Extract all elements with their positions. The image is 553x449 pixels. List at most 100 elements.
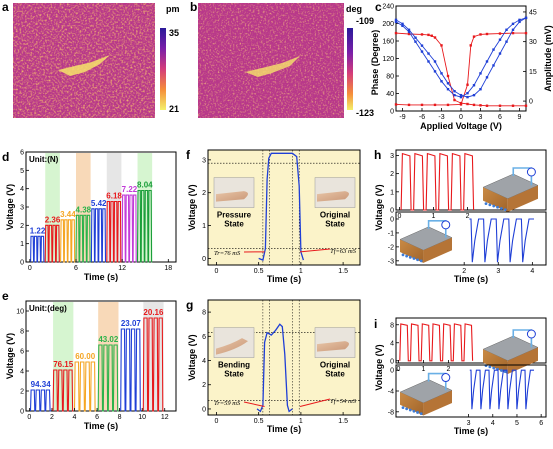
panel-b-letter: b	[190, 0, 197, 14]
c-point	[466, 103, 468, 105]
c-xlabel: Applied Voltage (V)	[420, 121, 502, 131]
g-x-tick-label: 0	[214, 418, 218, 425]
c-point	[486, 76, 488, 78]
h-bottom-y-tick-label: -1	[388, 230, 394, 237]
h-bottom-y-tick-label: -3	[388, 258, 394, 265]
d-unit-label: Unit:(N)	[29, 155, 59, 164]
c-point	[470, 44, 472, 46]
f-x-tick-label: 0	[214, 268, 218, 275]
h-device-top-dipole	[496, 206, 499, 209]
c-point	[499, 38, 501, 40]
c-point	[431, 35, 433, 37]
i-device-bottom-dipole	[413, 410, 416, 413]
i-device-top-meter	[527, 330, 535, 338]
e-x-tick-label: 6	[95, 414, 99, 421]
e-y-tick-label: 6	[20, 349, 24, 356]
d-y-tick-label: 4	[20, 186, 24, 193]
e-ylabel: Voltage (V)	[5, 333, 15, 379]
c-point	[466, 92, 468, 94]
i-device-bottom-dipole	[402, 406, 405, 409]
panel-a-letter: a	[2, 0, 9, 14]
e-pulse-group-4	[121, 329, 141, 411]
c-point	[414, 40, 416, 42]
e-y-tick-label: 2	[20, 389, 24, 396]
g-y-tick-label: 0	[202, 406, 206, 413]
c-point	[473, 104, 475, 106]
d-pulse-group-0	[31, 236, 45, 262]
e-group-label: 43.02	[98, 335, 119, 344]
i-bottom-trace	[470, 370, 534, 409]
panel-c-letter: c	[375, 0, 382, 14]
f-x-tick-label: 0.5	[254, 268, 264, 275]
c-point	[395, 103, 397, 105]
c-point	[505, 29, 507, 31]
c-point	[447, 75, 449, 77]
e-group-label: 23.07	[121, 319, 142, 328]
h-ylabel: Voltage (V)	[374, 184, 384, 230]
i-device-top-dipole	[492, 367, 495, 370]
e-group-label: 76.15	[53, 360, 74, 369]
g-xlabel: Time (s)	[267, 424, 301, 434]
e-pulse-group-0	[31, 390, 51, 411]
c-x-tick-label: -3	[438, 114, 444, 121]
c-point	[427, 52, 429, 54]
i-device-top-dipole	[488, 365, 491, 368]
h-bottom-y-tick-label: 0	[390, 216, 394, 223]
i-bottom-y-tick-label: -8	[388, 409, 394, 416]
h-bottom-x-tick-label: 3	[496, 268, 500, 275]
colorbar-a-max: 35	[169, 28, 179, 38]
c-point	[447, 88, 449, 90]
d-y-tick-label: 2	[20, 223, 24, 230]
c-point	[414, 36, 416, 38]
d-group-label: 5.42	[91, 199, 107, 208]
i-top-x-tick-label: 2	[447, 366, 451, 373]
h-device-top-dipole	[504, 208, 507, 211]
d-ylabel: Voltage (V)	[5, 184, 15, 230]
c-point	[512, 23, 514, 25]
c-point	[427, 60, 429, 62]
c-point	[427, 34, 429, 36]
d-y-tick-label: 1	[20, 241, 24, 248]
i-top-y-tick-label: 8	[390, 322, 394, 329]
colorbar-b-unit: deg	[346, 4, 362, 14]
colorbar-b-max: -109	[356, 16, 374, 26]
c-x-tick-label: 6	[498, 114, 502, 121]
topography-texture	[13, 3, 155, 118]
h-device-top-dipole	[500, 207, 503, 210]
i-bottom-x-tick-label: 5	[515, 420, 519, 427]
g-ylabel: Voltage (V)	[187, 334, 197, 380]
f-state-right-2: State	[325, 220, 345, 229]
c-point	[434, 36, 436, 38]
f-state-right: Original	[320, 211, 350, 220]
h-device-top-dipole	[488, 203, 491, 206]
d-y-tick-label: 0	[20, 260, 24, 267]
c-point	[447, 104, 449, 106]
c-point	[440, 72, 442, 74]
c-point	[421, 104, 423, 106]
c-point	[473, 94, 475, 96]
c-yl-tick-label: 160	[382, 39, 394, 46]
c-point	[408, 29, 410, 31]
c-point	[512, 32, 514, 34]
c-point	[473, 35, 475, 37]
c-point	[434, 70, 436, 72]
d-group-label: 7.22	[122, 185, 138, 194]
h-bottom-x-tick-label: 4	[530, 268, 534, 275]
d-y-tick-label: 3	[20, 205, 24, 212]
h-top-x-tick-label: 1	[432, 213, 436, 220]
h-device-top-dipole	[492, 205, 495, 208]
d-pulse-group-6	[122, 195, 137, 262]
c-point	[447, 82, 449, 84]
c-point	[525, 105, 527, 107]
h-top-trace	[401, 154, 474, 210]
h-top-y-tick-label: 2	[390, 171, 394, 178]
panel-i-letter: i	[374, 317, 377, 331]
c-point	[486, 105, 488, 107]
c-point	[499, 52, 501, 54]
c-point	[466, 96, 468, 98]
e-group-label: 60.00	[75, 352, 96, 361]
h-bottom-y-tick-label: -2	[388, 244, 394, 251]
